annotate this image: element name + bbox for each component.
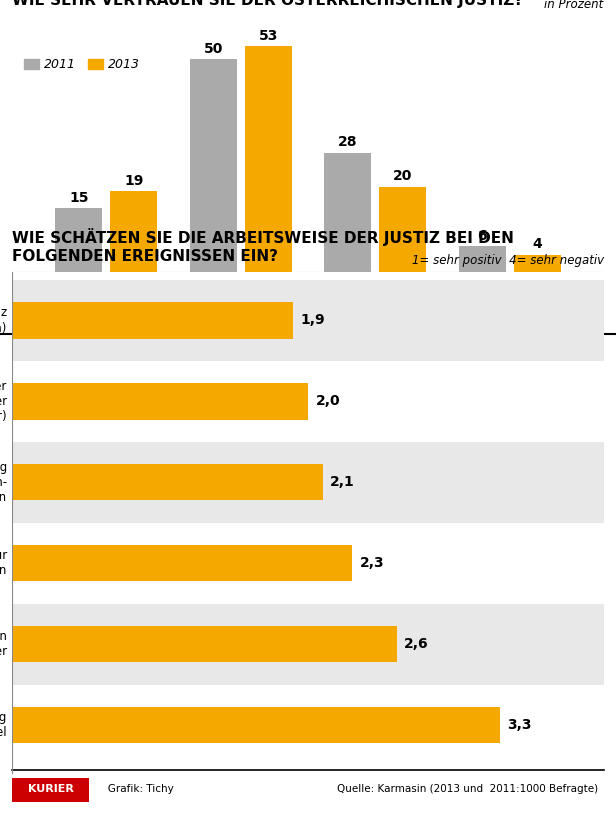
Bar [55, 208, 102, 272]
Bar [12, 685, 616, 765]
Bar [110, 191, 158, 272]
Text: 1,9: 1,9 [301, 313, 325, 327]
Text: 1= sehr positiv  4= sehr negativ: 1= sehr positiv 4= sehr negativ [411, 254, 604, 267]
Text: 20: 20 [393, 169, 413, 183]
Bar [514, 255, 561, 272]
Bar [12, 523, 616, 603]
Text: Grafik: Tichy: Grafik: Tichy [98, 784, 174, 794]
Text: 2,0: 2,0 [315, 395, 340, 409]
Bar [12, 442, 616, 523]
Bar [245, 46, 292, 272]
Bar [12, 280, 616, 361]
Bar [12, 302, 293, 339]
Text: 50: 50 [203, 42, 223, 56]
Text: 15: 15 [69, 191, 89, 205]
Text: in Prozent: in Prozent [545, 0, 604, 12]
Bar [12, 603, 616, 685]
Text: 3,3: 3,3 [508, 718, 532, 732]
Text: Quelle: Karmasin (2013 und  2011:1000 Befragte): Quelle: Karmasin (2013 und 2011:1000 Bef… [336, 784, 598, 794]
Text: 53: 53 [259, 29, 278, 43]
Bar [12, 707, 500, 743]
Text: 2,1: 2,1 [330, 475, 355, 489]
Text: 19: 19 [124, 173, 144, 187]
Bar [379, 187, 426, 272]
Bar [12, 383, 308, 419]
FancyBboxPatch shape [12, 778, 89, 802]
Text: 6: 6 [477, 229, 487, 243]
Text: 2,6: 2,6 [404, 637, 429, 651]
Legend: 2011, 2013: 2011, 2013 [18, 53, 145, 76]
Text: 2,3: 2,3 [360, 556, 384, 570]
Text: 4: 4 [532, 238, 542, 252]
Text: WIE SEHR VERTRAUEN SIE DER ÖSTERREICHISCHEN JUSTIZ?: WIE SEHR VERTRAUEN SIE DER ÖSTERREICHISC… [12, 0, 524, 8]
Bar [190, 59, 237, 272]
Text: WIE SCHÄTZEN SIE DIE ARBEITSWEISE DER JUSTIZ BEI DEN
FOLGENDEN EREIGNISSEN EIN?: WIE SCHÄTZEN SIE DIE ARBEITSWEISE DER JU… [12, 229, 514, 264]
Bar [12, 361, 616, 442]
Bar [12, 464, 323, 501]
Bar [458, 247, 506, 272]
Bar [324, 153, 371, 272]
Text: 28: 28 [338, 136, 357, 150]
Bar [12, 272, 604, 335]
Text: KURIER: KURIER [28, 784, 74, 794]
Bar [12, 545, 352, 581]
Bar [12, 626, 397, 663]
